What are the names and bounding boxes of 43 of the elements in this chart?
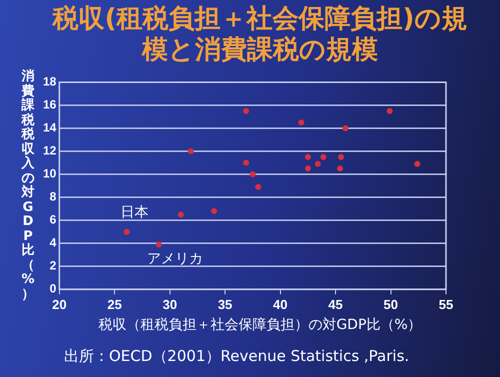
x-tick-label: 50 — [384, 296, 398, 312]
point — [124, 228, 130, 235]
y-tick-label: 4 — [50, 236, 57, 250]
y-tick-label: 2 — [50, 258, 57, 273]
annotation: 日本 — [120, 204, 149, 220]
y-tick-label: 6 — [50, 212, 57, 227]
x-tick-label: 45 — [328, 296, 343, 312]
text: 出所：OECD（2001）Revenue Statistics ,Paris. — [64, 347, 410, 366]
point — [188, 148, 194, 154]
y-tick-label: 10 — [42, 166, 57, 181]
point — [320, 154, 326, 160]
point — [178, 212, 184, 218]
point — [338, 154, 344, 160]
annotation: アメリカ — [146, 251, 203, 268]
point — [304, 166, 311, 172]
y-tick-label: 12 — [42, 144, 57, 158]
x-tick-label: 20 — [52, 296, 67, 312]
x-axis-title: 税収（租税負担＋社会保障負担）の対GDP比（%） — [97, 316, 423, 334]
point — [386, 108, 393, 114]
x-tick-label: 30 — [162, 296, 178, 312]
text: 消費課税税収入の対GDP比（%） — [21, 69, 35, 302]
y-tick-label: 18 — [42, 74, 57, 89]
x-tick-label: 25 — [107, 296, 122, 312]
point — [314, 160, 321, 167]
y-tick-label: 16 — [42, 98, 57, 112]
point — [255, 184, 262, 190]
y-tick-label: 14 — [42, 120, 57, 135]
x-tick-label: 40 — [273, 296, 288, 312]
point — [414, 160, 420, 167]
point — [156, 242, 162, 248]
chart-title: 税収(租税負担＋社会保障負担)の規模と消費課税の規模 — [51, 4, 468, 66]
y-tick-label: 0 — [50, 282, 57, 296]
x-tick-label: 35 — [218, 296, 232, 312]
point — [298, 119, 304, 126]
point — [336, 166, 343, 172]
y-tick-label: 8 — [50, 190, 57, 204]
point — [250, 171, 256, 178]
x-tick-label: 55 — [438, 296, 454, 312]
point — [342, 125, 348, 132]
point — [304, 154, 311, 160]
point — [243, 160, 250, 166]
point — [211, 208, 218, 214]
point — [243, 108, 250, 114]
